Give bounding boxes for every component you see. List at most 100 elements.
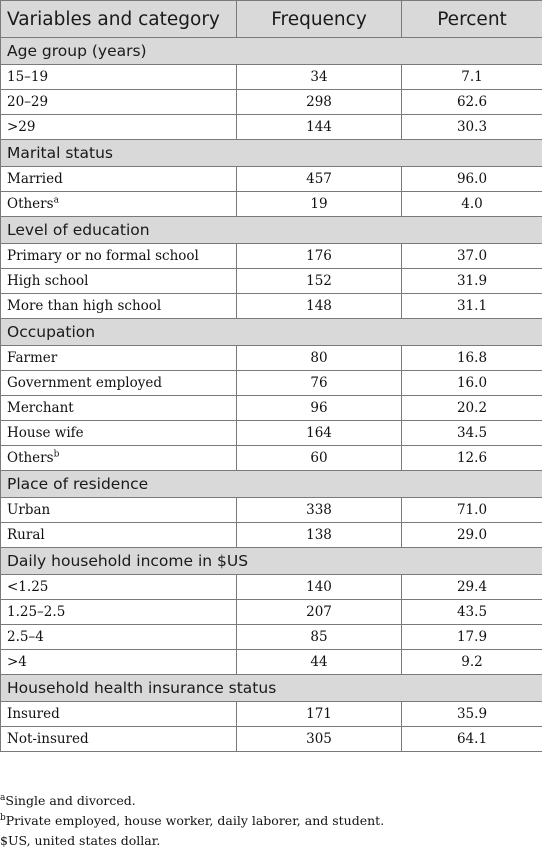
row-label: House wife xyxy=(7,425,84,441)
row-label-cell: Merchant xyxy=(1,396,237,421)
percent-cell: 30.3 xyxy=(402,115,542,140)
frequency-cell: 85 xyxy=(237,625,402,650)
row-label: Married xyxy=(7,171,63,187)
section-title: Place of residence xyxy=(1,471,542,498)
row-label: High school xyxy=(7,273,88,289)
row-label-cell: More than high school xyxy=(1,294,237,319)
row-label-cell: Farmer xyxy=(1,346,237,371)
row-label-cell: >4 xyxy=(1,650,237,675)
frequency-cell: 144 xyxy=(237,115,402,140)
row-label-cell: 2.5–4 xyxy=(1,625,237,650)
row-label: 20–29 xyxy=(7,94,48,110)
row-label-cell: Insured xyxy=(1,702,237,727)
row-label-cell: Othersb xyxy=(1,446,237,471)
percent-cell: 31.9 xyxy=(402,269,542,294)
footnote-text: Private employed, house worker, daily la… xyxy=(6,813,384,828)
percent-cell: 64.1 xyxy=(402,727,542,752)
row-label-cell: Not-insured xyxy=(1,727,237,752)
row-label-cell: Primary or no formal school xyxy=(1,244,237,269)
row-label: 15–19 xyxy=(7,69,48,85)
frequency-cell: 152 xyxy=(237,269,402,294)
header-variables: Variables and category xyxy=(1,1,237,38)
frequency-cell: 207 xyxy=(237,600,402,625)
footnote-marker: a xyxy=(54,196,59,206)
section-title: Level of education xyxy=(1,217,542,244)
section-row: Level of education xyxy=(1,217,542,244)
section-title: Daily household income in $US xyxy=(1,548,542,575)
section-row: Daily household income in $US xyxy=(1,548,542,575)
row-label: Government employed xyxy=(7,375,162,391)
demographics-table: Variables and category Frequency Percent… xyxy=(0,0,542,752)
header-frequency: Frequency xyxy=(237,1,402,38)
frequency-cell: 80 xyxy=(237,346,402,371)
table-container: Variables and category Frequency Percent… xyxy=(0,0,542,752)
section-row: Occupation xyxy=(1,319,542,346)
percent-cell: 7.1 xyxy=(402,65,542,90)
row-label: Insured xyxy=(7,706,60,722)
percent-cell: 12.6 xyxy=(402,446,542,471)
section-title: Occupation xyxy=(1,319,542,346)
row-label-cell: <1.25 xyxy=(1,575,237,600)
row-label: 2.5–4 xyxy=(7,629,44,645)
row-label: 1.25–2.5 xyxy=(7,604,65,620)
row-label-cell: House wife xyxy=(1,421,237,446)
percent-cell: 20.2 xyxy=(402,396,542,421)
percent-cell: 96.0 xyxy=(402,167,542,192)
frequency-cell: 60 xyxy=(237,446,402,471)
frequency-cell: 298 xyxy=(237,90,402,115)
percent-cell: 37.0 xyxy=(402,244,542,269)
section-row: Age group (years) xyxy=(1,38,542,65)
frequency-cell: 76 xyxy=(237,371,402,396)
frequency-cell: 457 xyxy=(237,167,402,192)
percent-cell: 71.0 xyxy=(402,498,542,523)
section-title: Marital status xyxy=(1,140,542,167)
frequency-cell: 164 xyxy=(237,421,402,446)
row-label: Others xyxy=(7,196,54,212)
frequency-cell: 148 xyxy=(237,294,402,319)
header-percent: Percent xyxy=(402,1,542,38)
row-label-cell: Government employed xyxy=(1,371,237,396)
frequency-cell: 338 xyxy=(237,498,402,523)
row-label-cell: Rural xyxy=(1,523,237,548)
percent-cell: 62.6 xyxy=(402,90,542,115)
row-label: Not-insured xyxy=(7,731,89,747)
percent-cell: 16.0 xyxy=(402,371,542,396)
row-label-cell: 1.25–2.5 xyxy=(1,600,237,625)
row-label: >4 xyxy=(7,654,27,670)
percent-cell: 29.4 xyxy=(402,575,542,600)
row-label: >29 xyxy=(7,119,36,135)
section-row: Household health insurance status xyxy=(1,675,542,702)
footnotes: aSingle and divorced.bPrivate employed, … xyxy=(0,791,542,851)
footnote-marker: b xyxy=(54,450,60,460)
footnote-text: $US, united states dollar. xyxy=(0,833,160,848)
percent-cell: 17.9 xyxy=(402,625,542,650)
percent-cell: 16.8 xyxy=(402,346,542,371)
percent-cell: 31.1 xyxy=(402,294,542,319)
section-row: Marital status xyxy=(1,140,542,167)
percent-cell: 29.0 xyxy=(402,523,542,548)
row-label-cell: Othersa xyxy=(1,192,237,217)
frequency-cell: 171 xyxy=(237,702,402,727)
row-label: Others xyxy=(7,450,54,466)
footnote-text: Single and divorced. xyxy=(5,793,135,808)
row-label-cell: 15–19 xyxy=(1,65,237,90)
row-label: Merchant xyxy=(7,400,74,416)
frequency-cell: 44 xyxy=(237,650,402,675)
frequency-cell: 96 xyxy=(237,396,402,421)
